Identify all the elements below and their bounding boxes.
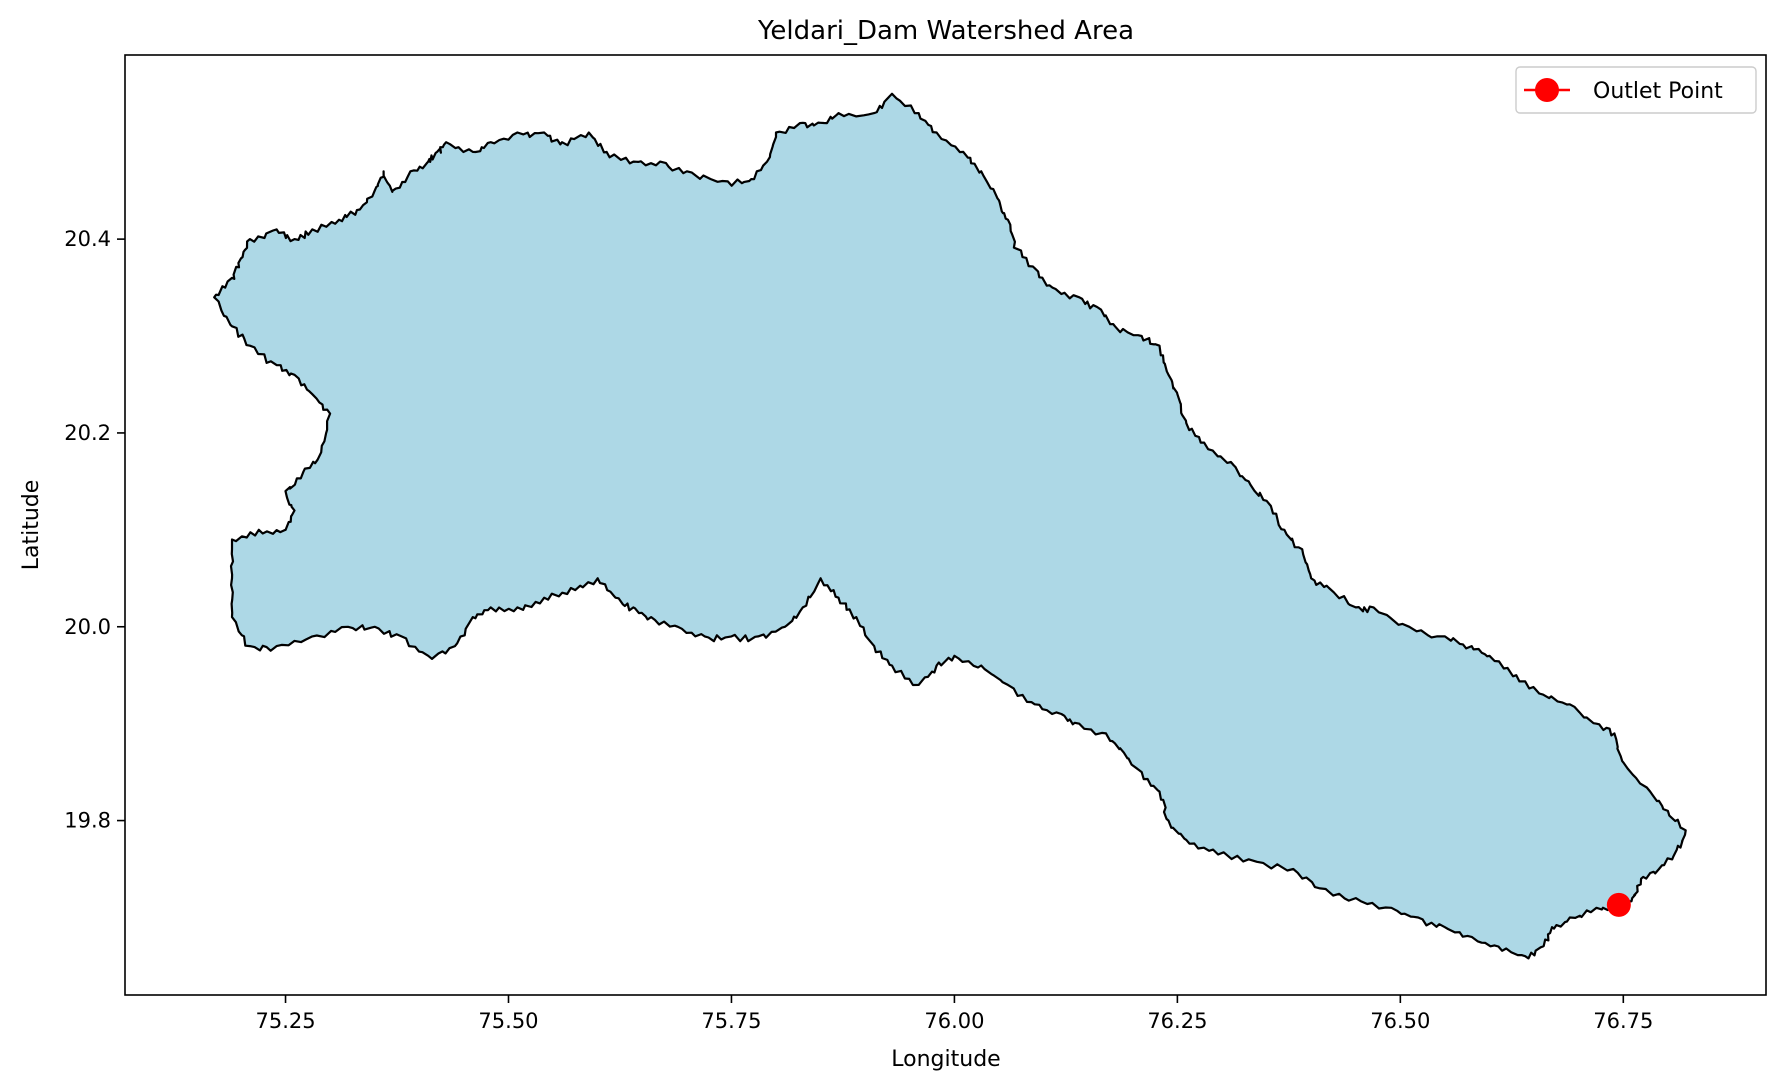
legend-entry-outlet: Outlet Point <box>1593 79 1723 104</box>
y-tick-label: 20.4 <box>64 227 111 251</box>
x-tick-label: 76.50 <box>1370 1009 1430 1033</box>
outlet-point-marker <box>1606 892 1631 917</box>
y-axis-ticks: 19.8 20.0 20.2 20.4 <box>64 227 125 833</box>
legend: Outlet Point <box>1515 66 1757 114</box>
x-axis-label: Longitude <box>891 1047 1000 1072</box>
axes-frame <box>124 54 1767 996</box>
y-tick-label: 20.2 <box>64 421 111 445</box>
y-tick-label: 19.8 <box>64 809 111 833</box>
x-tick-label: 75.25 <box>255 1009 315 1033</box>
x-axis-ticks: 75.25 75.50 75.75 76.00 76.25 76.50 76.75 <box>255 995 1653 1033</box>
x-tick-label: 76.25 <box>1147 1009 1207 1033</box>
y-tick-label: 20.0 <box>64 615 111 639</box>
chart-title: Yeldari_Dam Watershed Area <box>757 16 1134 46</box>
watershed-polygon <box>213 92 1687 960</box>
x-tick-label: 76.75 <box>1593 1009 1653 1033</box>
legend-marker <box>1535 78 1559 102</box>
plot-area <box>124 54 1767 996</box>
legend-box <box>1515 66 1757 114</box>
x-tick-label: 76.00 <box>924 1009 984 1033</box>
x-tick-label: 75.50 <box>478 1009 538 1033</box>
x-tick-label: 75.75 <box>701 1009 761 1033</box>
y-axis-label: Latitude <box>19 480 44 571</box>
